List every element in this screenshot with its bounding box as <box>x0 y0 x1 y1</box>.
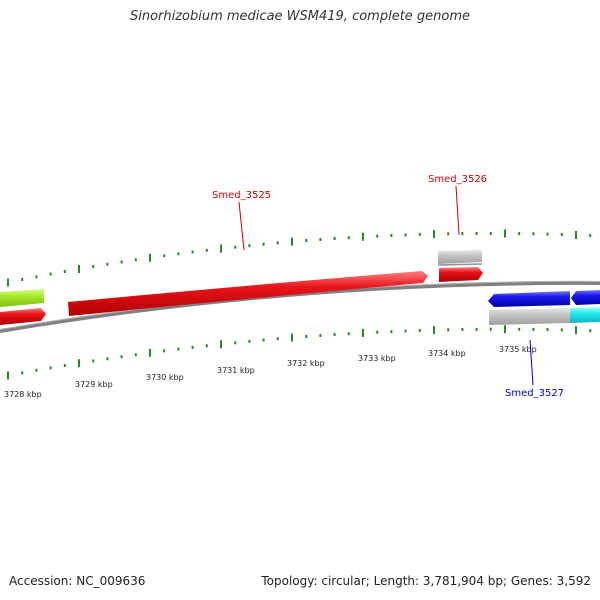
scale-label-3730: 3730 kbp <box>146 373 184 382</box>
scale-labels: 3728 kbp 3729 kbp 3730 kbp 3731 kbp 3732… <box>4 345 537 399</box>
scale-label-3735: 3735 kbp <box>499 345 537 354</box>
gene-gray-lower <box>489 308 570 325</box>
leader-smed-3527 <box>529 339 534 386</box>
map-title: Sinorhizobium medicae WSM419, complete g… <box>129 9 471 24</box>
scale-label-3732: 3732 kbp <box>287 359 325 368</box>
gene-gray-upper <box>438 250 482 264</box>
gene-smed-3525 <box>68 271 428 316</box>
scale-label-3733: 3733 kbp <box>358 354 396 363</box>
gene-label-smed-3525: Smed_3525 <box>212 190 271 201</box>
scale-label-3731: 3731 kbp <box>217 366 255 375</box>
leader-smed-3526 <box>455 185 460 236</box>
accession-label: Accession: NC_009636 <box>9 574 146 588</box>
gene-cyan-lower <box>570 307 600 323</box>
outer-tick-track <box>7 229 592 287</box>
gene-green-forward <box>0 289 44 307</box>
gene-smed-3526 <box>439 267 483 282</box>
scale-label-3734: 3734 kbp <box>428 349 466 358</box>
gene-label-smed-3526: Smed_3526 <box>428 174 487 185</box>
inner-tick-track <box>7 325 592 380</box>
gene-gray-upper-underline <box>437 263 483 266</box>
gene-blue-right <box>571 290 600 305</box>
genome-summary: Topology: circular; Length: 3,781,904 bp… <box>261 574 591 588</box>
scale-label-3728: 3728 kbp <box>4 390 42 399</box>
leader-smed-3525 <box>238 201 245 251</box>
gene-smed-3527 <box>488 291 570 307</box>
genome-backbone <box>0 280 600 333</box>
gene-label-smed-3527: Smed_3527 <box>505 388 564 399</box>
gene-red-left-forward <box>0 308 46 325</box>
scale-label-3729: 3729 kbp <box>75 380 113 389</box>
